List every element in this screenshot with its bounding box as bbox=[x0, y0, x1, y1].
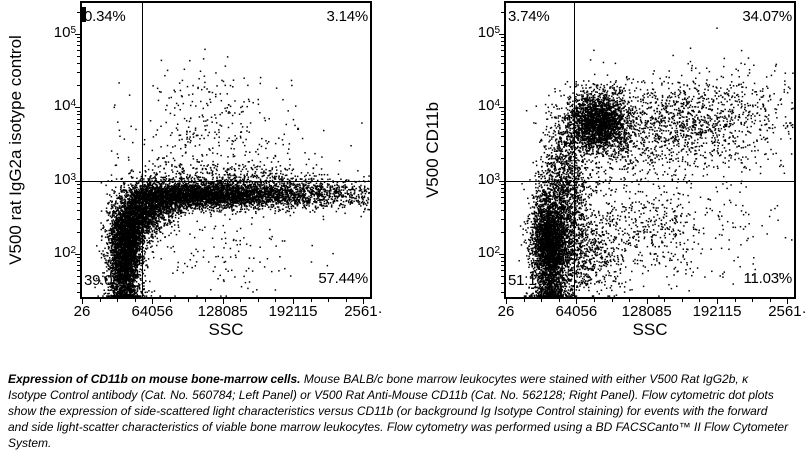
x-tick-label: 192115 bbox=[268, 303, 318, 320]
x-tick-label: 64056 bbox=[555, 303, 598, 320]
y-tick-label: 104 bbox=[477, 97, 500, 115]
figure-caption: Expression of CD11b on mouse bone-marrow… bbox=[8, 371, 790, 451]
axis-corner-mark bbox=[80, 7, 86, 22]
y-tick-label: 105 bbox=[53, 23, 76, 41]
cd11b-dot-plot: V500 CD11b 3.74% 34.07% 51.16% 11.03% SS… bbox=[423, 0, 807, 339]
x-axis-title: SSC bbox=[632, 320, 668, 339]
y-tick-label: 102 bbox=[477, 244, 500, 262]
x-tick-label: 26 bbox=[497, 303, 515, 320]
y-tick-label: 103 bbox=[477, 170, 500, 188]
y-tick-label: 103 bbox=[53, 170, 76, 188]
x-axis-title: SSC bbox=[208, 320, 244, 339]
caption-bold-title: Expression of CD11b on mouse bone-marrow… bbox=[8, 372, 301, 386]
x-tick-label: 2561· bbox=[768, 303, 807, 320]
isotype-dot-plot-canvas bbox=[74, 0, 378, 305]
x-tick-label: 128085 bbox=[621, 303, 672, 320]
y-tick-label: 102 bbox=[53, 244, 76, 262]
x-tick-label: 26 bbox=[73, 303, 91, 320]
caption-body-text: Mouse BALB/c bone marrow leukocytes were… bbox=[8, 372, 789, 450]
x-tick-label: 64056 bbox=[131, 303, 174, 320]
x-tick-label: 192115 bbox=[692, 303, 742, 320]
isotype-control-dot-plot: V500 rat IgG2a isotype control 0.34% 3.1… bbox=[6, 0, 383, 339]
y-axis-title-isotype: V500 rat IgG2a isotype control bbox=[6, 35, 25, 265]
y-axis-title-cd11b: V500 CD11b bbox=[423, 101, 442, 199]
x-tick-label: 128085 bbox=[197, 303, 248, 320]
x-tick-label: 2561· bbox=[344, 303, 383, 320]
y-tick-label: 105 bbox=[477, 23, 500, 41]
y-tick-label: 104 bbox=[53, 97, 76, 115]
cd11b-dot-plot-canvas bbox=[498, 0, 802, 305]
